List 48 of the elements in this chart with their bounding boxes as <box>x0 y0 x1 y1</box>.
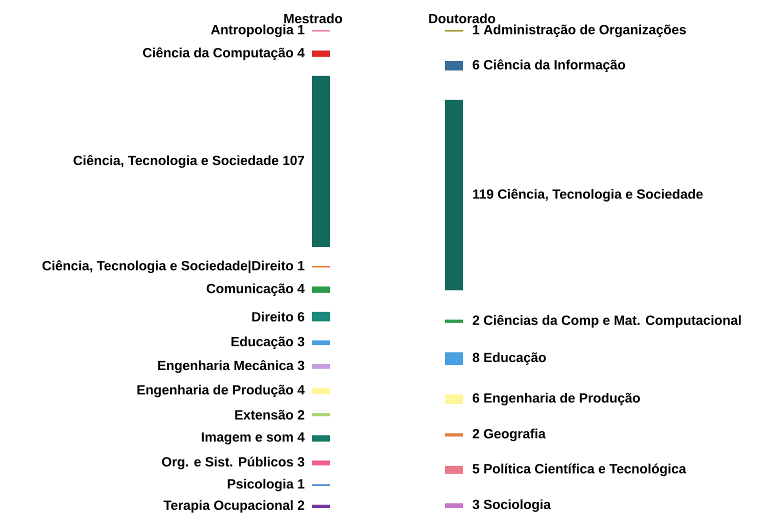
category-label: Ciência da Informação <box>484 59 626 72</box>
data-label: 4 <box>298 432 305 442</box>
category-label: Ciência, Tecnologia e Sociedade|Direito <box>42 260 294 274</box>
category-label: Engenharia de Produção <box>137 384 294 398</box>
data-label: 2 <box>472 316 480 325</box>
data-label: 3 <box>298 336 304 346</box>
data-label: 6 <box>472 60 480 70</box>
data-label: 107 <box>283 156 304 166</box>
data-label: 2 <box>298 500 304 510</box>
data-label: 2 <box>472 429 480 438</box>
category-label: Extensão <box>235 410 294 420</box>
category-label: Engenharia Mecânica <box>158 360 294 373</box>
category-label: Educação <box>232 336 294 349</box>
data-label: 4 <box>298 385 305 394</box>
category-label: Ciência, Tecnologia e Sociedade <box>74 155 278 168</box>
data-label: 1 <box>298 25 304 34</box>
data-label: 6 <box>298 312 304 322</box>
category-label: Educação <box>484 352 546 365</box>
data-label: 1 <box>298 261 304 270</box>
data-label: 6 <box>472 393 480 403</box>
data-label: 1 <box>298 479 304 488</box>
category-label: Terapia Ocupacional <box>164 500 293 513</box>
category-label: Engenharia de Produção <box>484 392 640 406</box>
data-label: 5 <box>472 464 480 474</box>
category-label: Direito <box>252 312 294 322</box>
category-label: Ciência da Computação <box>143 47 294 60</box>
category-label: Ciência, Tecnologia e Sociedade <box>498 188 703 202</box>
category-label: Política Científica e Tecnológica <box>484 464 686 476</box>
category-label: Geografia <box>484 428 546 442</box>
data-label: 4 <box>298 48 305 58</box>
data-label: 119 <box>473 189 494 199</box>
text: Mestrado <box>284 13 342 24</box>
data-label: 3 <box>472 500 480 510</box>
category-label: Psicologia <box>228 478 294 492</box>
data-label: 1 <box>473 25 480 34</box>
category-label: Comunicação <box>206 283 294 296</box>
data-label: 2 <box>298 410 304 420</box>
data-label: 8 <box>472 352 480 362</box>
category-label: Sociologia <box>484 499 551 512</box>
category-label: Imagem e som <box>202 432 293 444</box>
data-label: 4 <box>298 284 305 294</box>
category-label: Antropologia <box>211 24 294 38</box>
category-label: Ciências da Comp e Mat. Computacional <box>484 314 741 328</box>
data-label: 3 <box>298 360 304 370</box>
text: Doutorado <box>429 13 496 24</box>
category-label: Org. e Sist. Públicos <box>162 456 294 470</box>
data-label: 3 <box>298 457 304 467</box>
category-label: Administração de Organizações <box>484 24 686 38</box>
